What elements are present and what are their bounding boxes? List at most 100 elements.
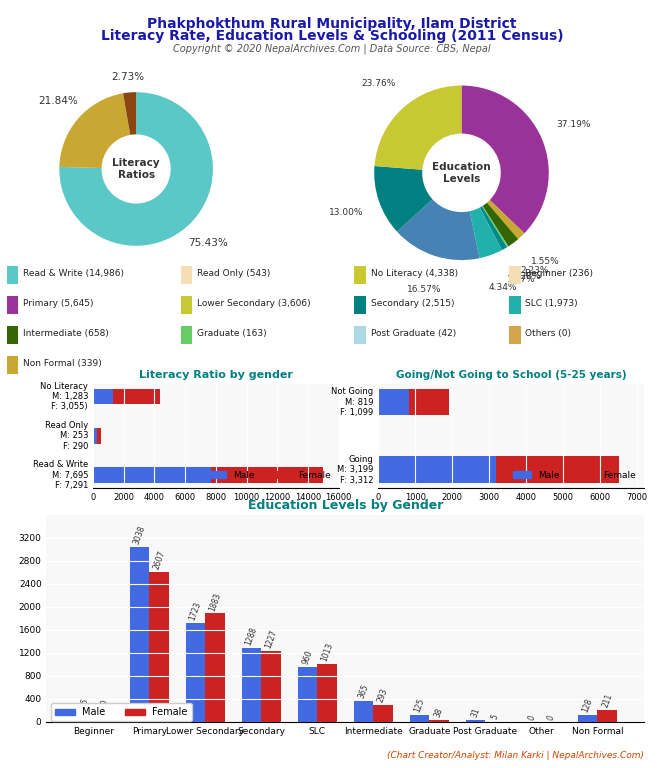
- Text: 38: 38: [433, 707, 445, 719]
- Text: Beginner (236): Beginner (236): [525, 270, 593, 278]
- Wedge shape: [479, 207, 507, 250]
- Text: Secondary (2,515): Secondary (2,515): [371, 300, 454, 308]
- Text: 293: 293: [376, 687, 390, 704]
- Text: Lower Secondary (3,606): Lower Secondary (3,606): [197, 300, 310, 308]
- Text: 125: 125: [413, 697, 426, 713]
- Text: Non Formal (339): Non Formal (339): [23, 359, 102, 368]
- Wedge shape: [59, 92, 213, 246]
- Text: 126: 126: [77, 697, 90, 713]
- Bar: [297, 667, 317, 722]
- Wedge shape: [374, 166, 432, 232]
- Bar: [242, 647, 261, 722]
- Bar: [93, 468, 211, 483]
- Bar: [465, 720, 485, 722]
- Bar: [93, 389, 113, 404]
- Bar: [97, 428, 102, 444]
- Wedge shape: [469, 207, 502, 258]
- Bar: [410, 715, 430, 722]
- Text: 1227: 1227: [264, 629, 279, 650]
- Bar: [205, 614, 225, 722]
- Text: 0: 0: [527, 714, 537, 722]
- Bar: [408, 389, 450, 415]
- FancyBboxPatch shape: [181, 296, 192, 313]
- FancyBboxPatch shape: [7, 356, 18, 374]
- Legend: Male, Female: Male, Female: [204, 467, 334, 483]
- FancyBboxPatch shape: [509, 326, 521, 344]
- FancyBboxPatch shape: [355, 326, 366, 344]
- Bar: [211, 468, 323, 483]
- Bar: [373, 705, 393, 722]
- Bar: [578, 714, 598, 722]
- Text: 211: 211: [600, 692, 614, 709]
- Text: Literacy
Ratios: Literacy Ratios: [112, 158, 160, 180]
- Wedge shape: [483, 206, 509, 247]
- Wedge shape: [461, 85, 548, 233]
- Text: Post Graduate (42): Post Graduate (42): [371, 329, 456, 338]
- Text: 2.23%: 2.23%: [520, 266, 548, 276]
- Text: Education
Levels: Education Levels: [432, 162, 491, 184]
- Bar: [113, 389, 159, 404]
- FancyBboxPatch shape: [181, 266, 192, 283]
- Text: 365: 365: [357, 683, 371, 700]
- Wedge shape: [482, 206, 509, 247]
- Bar: [74, 715, 93, 722]
- Text: 1288: 1288: [244, 626, 259, 647]
- FancyBboxPatch shape: [7, 326, 18, 344]
- Wedge shape: [397, 199, 479, 260]
- Text: 75.43%: 75.43%: [189, 238, 228, 248]
- Text: 37.19%: 37.19%: [556, 121, 591, 130]
- Bar: [149, 571, 169, 722]
- Legend: Male, Female: Male, Female: [509, 467, 639, 483]
- Title: Going/Not Going to School (5-25 years): Going/Not Going to School (5-25 years): [396, 370, 627, 380]
- Text: 110: 110: [96, 698, 110, 714]
- Text: Primary (5,645): Primary (5,645): [23, 300, 93, 308]
- Text: 13.00%: 13.00%: [329, 208, 363, 217]
- Text: Read Only (543): Read Only (543): [197, 270, 270, 278]
- Text: 2.73%: 2.73%: [112, 72, 145, 82]
- Wedge shape: [487, 200, 525, 239]
- Text: No Literacy (4,338): No Literacy (4,338): [371, 270, 457, 278]
- FancyBboxPatch shape: [355, 266, 366, 283]
- Text: Literacy Rate, Education Levels & Schooling (2011 Census): Literacy Rate, Education Levels & School…: [101, 29, 563, 43]
- Wedge shape: [374, 85, 461, 170]
- Bar: [430, 720, 449, 722]
- Text: 23.76%: 23.76%: [361, 78, 396, 88]
- Wedge shape: [483, 203, 518, 247]
- Text: 1013: 1013: [319, 641, 335, 663]
- Text: SLC (1,973): SLC (1,973): [525, 300, 578, 308]
- Bar: [93, 716, 113, 722]
- Title: Education Levels by Gender: Education Levels by Gender: [248, 499, 443, 512]
- Legend: Male, Female: Male, Female: [51, 703, 192, 721]
- Bar: [129, 547, 149, 722]
- Bar: [598, 710, 617, 722]
- Wedge shape: [123, 92, 136, 135]
- Text: Graduate (163): Graduate (163): [197, 329, 266, 338]
- Bar: [378, 389, 408, 415]
- Text: 128: 128: [581, 697, 594, 713]
- FancyBboxPatch shape: [509, 296, 521, 313]
- Text: 3038: 3038: [132, 525, 147, 546]
- Title: Literacy Ratio by gender: Literacy Ratio by gender: [139, 370, 293, 380]
- Bar: [93, 428, 97, 444]
- FancyBboxPatch shape: [509, 266, 521, 283]
- Text: Intermediate (658): Intermediate (658): [23, 329, 109, 338]
- Text: 1723: 1723: [188, 601, 203, 621]
- Text: (Chart Creator/Analyst: Milan Karki | NepalArchives.Com): (Chart Creator/Analyst: Milan Karki | Ne…: [387, 751, 644, 760]
- Text: 2607: 2607: [151, 549, 167, 571]
- Text: 0.28%: 0.28%: [512, 272, 540, 281]
- Bar: [317, 664, 337, 722]
- Text: 0: 0: [546, 714, 556, 722]
- Text: 31: 31: [469, 707, 481, 719]
- FancyBboxPatch shape: [7, 296, 18, 313]
- Text: 4.34%: 4.34%: [489, 283, 517, 293]
- Bar: [261, 651, 281, 722]
- Bar: [186, 623, 205, 722]
- Text: Others (0): Others (0): [525, 329, 571, 338]
- Text: 5: 5: [490, 713, 500, 720]
- Text: Phakphokthum Rural Municipality, Ilam District: Phakphokthum Rural Municipality, Ilam Di…: [147, 17, 517, 31]
- Bar: [497, 456, 619, 483]
- Bar: [378, 456, 497, 483]
- Text: 1883: 1883: [208, 591, 222, 612]
- FancyBboxPatch shape: [7, 266, 18, 283]
- Text: 960: 960: [301, 649, 314, 665]
